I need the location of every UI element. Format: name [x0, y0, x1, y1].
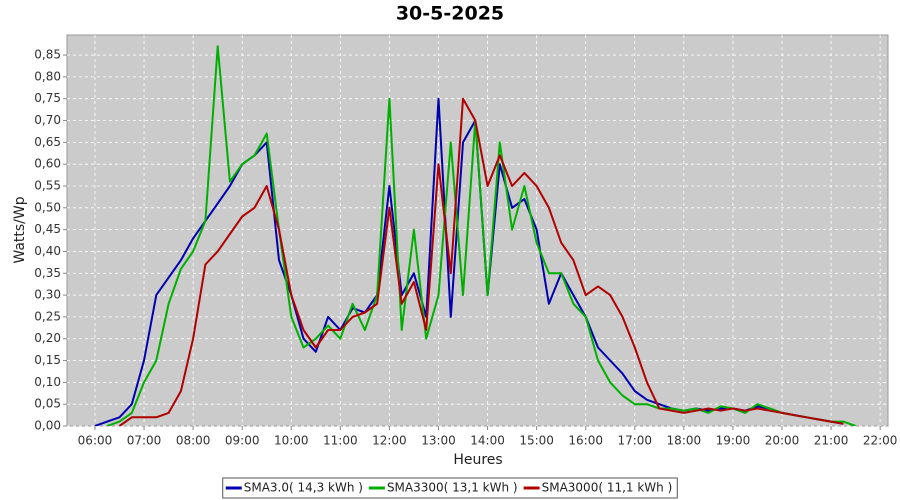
series-line: [118, 97, 844, 426]
y-tick-label: 0,60: [34, 157, 61, 171]
x-tick-label: 07:00: [127, 434, 162, 448]
y-tick-label: 0,55: [34, 178, 61, 192]
x-axis-title: Heures: [453, 452, 502, 468]
x-tick-label: 11:00: [323, 434, 358, 448]
x-tick-label: 15:00: [519, 434, 554, 448]
y-tick-label: 0,65: [34, 135, 61, 149]
y-tick-label: 0,35: [34, 266, 61, 280]
x-tick-label: 14:00: [470, 434, 505, 448]
y-axis-title: Watts/Wp: [12, 196, 28, 263]
y-tick-label: 0,25: [34, 309, 61, 323]
x-tick-label: 18:00: [667, 434, 702, 448]
y-tick-label: 0,45: [34, 222, 61, 236]
chart-title: 30-5-2025: [396, 3, 504, 25]
x-tick-label: 12:00: [372, 434, 407, 448]
x-tick-label: 21:00: [814, 434, 849, 448]
x-tick-label: 06:00: [78, 434, 113, 448]
y-tick-label: 0,85: [34, 48, 61, 62]
y-tick-label: 0,50: [34, 200, 61, 214]
y-tick-label: 0,30: [34, 288, 61, 302]
y-tick-label: 0,70: [34, 113, 61, 127]
legend-box: [222, 477, 678, 499]
x-tick-label: 16:00: [568, 434, 603, 448]
y-tick-label: 0,00: [34, 419, 61, 433]
x-tick-label: 22:00: [863, 434, 898, 448]
legend-label: SMA3300( 13,1 kWh ): [387, 481, 518, 495]
legend-label: SMA3.0( 14,3 kWh ): [244, 481, 363, 495]
x-tick-label: 17:00: [617, 434, 652, 448]
x-tick-label: 13:00: [421, 434, 456, 448]
legend: SMA3.0( 14,3 kWh ) SMA3300( 13,1 kWh ) SMA…: [222, 477, 678, 499]
y-tick-label: 0,10: [34, 375, 61, 389]
legend-label: SMA3000( 11,1 kWh ): [542, 481, 673, 495]
x-tick-label: 08:00: [176, 434, 211, 448]
x-tick-label: 10:00: [274, 434, 309, 448]
y-tick-label: 0,15: [34, 353, 61, 367]
y-tick-label: 0,80: [34, 69, 61, 83]
y-tick-label: 0,40: [34, 244, 61, 258]
y-tick-label: 0,75: [34, 91, 61, 105]
y-tick-label: 0,20: [34, 331, 61, 345]
x-tick-label: 20:00: [765, 434, 800, 448]
y-tick-label: 0,05: [34, 397, 61, 411]
x-tick-label: 19:00: [716, 434, 751, 448]
plot-area: [66, 34, 889, 427]
x-tick-label: 09:00: [225, 434, 260, 448]
series-line: [94, 97, 844, 426]
